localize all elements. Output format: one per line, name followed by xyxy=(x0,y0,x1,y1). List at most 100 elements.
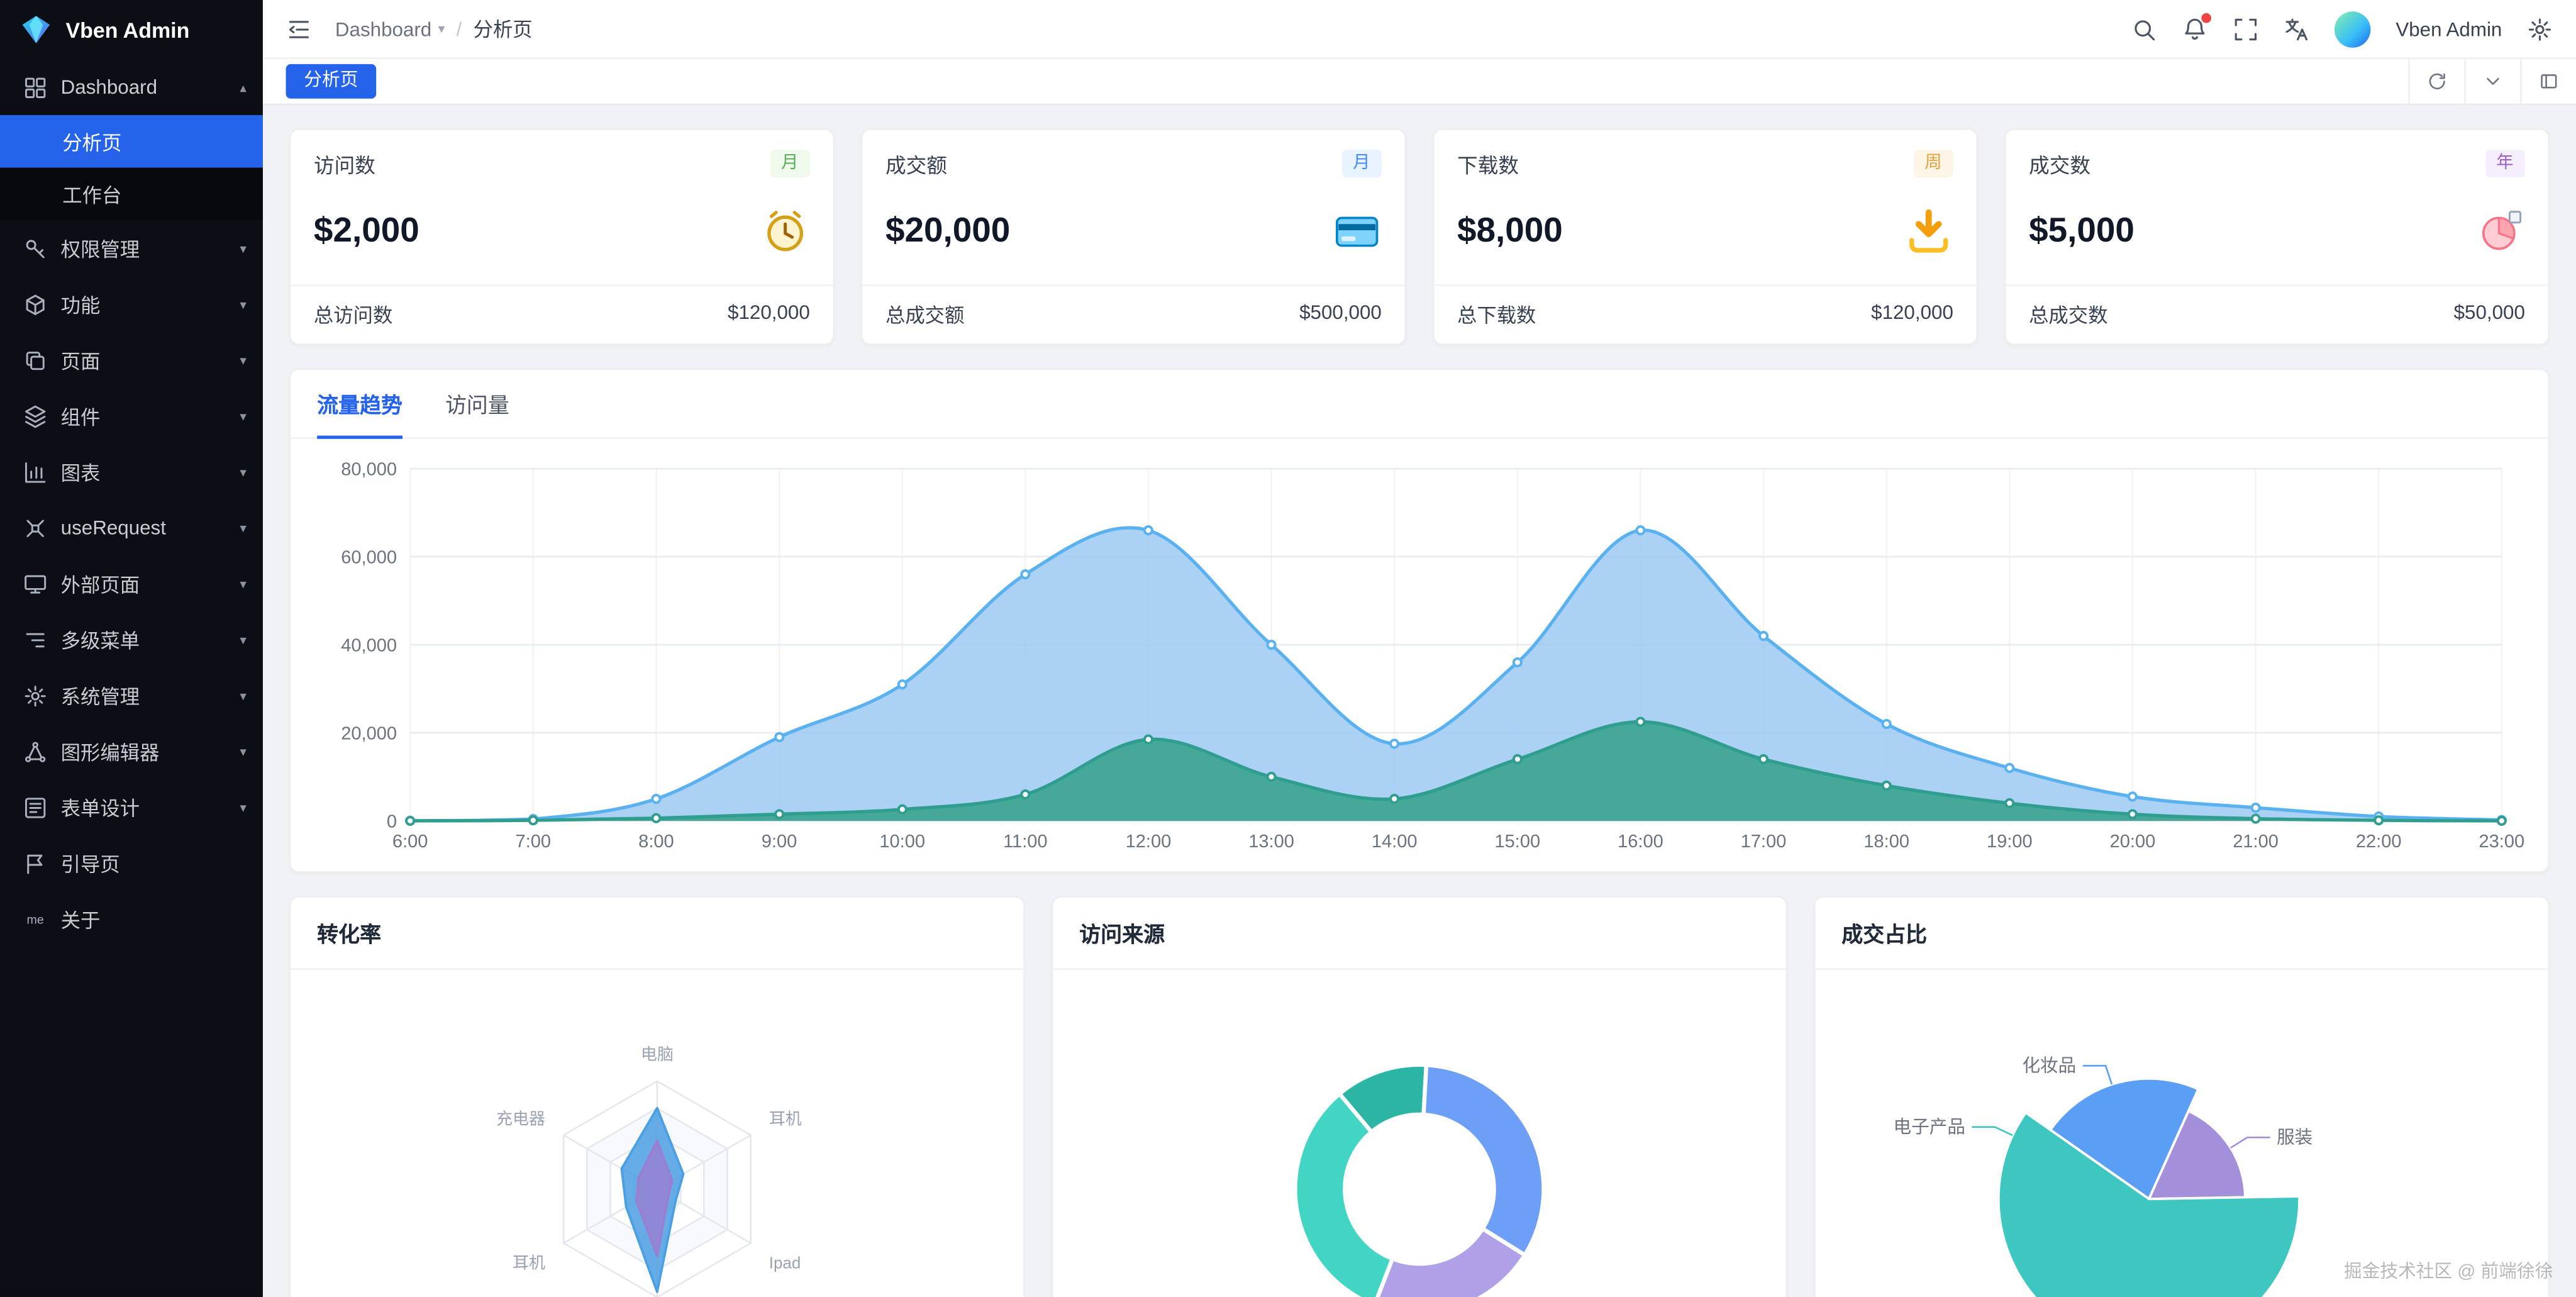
logo-diamond-icon xyxy=(19,13,52,46)
stat-card-value: $2,000 xyxy=(313,212,419,250)
stat-card-value: $8,000 xyxy=(1457,212,1563,250)
svg-text:22:00: 22:00 xyxy=(2356,832,2402,852)
stat-card-footer: 总下载数 $120,000 xyxy=(1434,284,1977,343)
chevron-down-icon: ▾ xyxy=(240,408,247,423)
svg-text:充电器: 充电器 xyxy=(496,1109,545,1128)
sidebar-item-图表[interactable]: 图表 ▾ xyxy=(0,444,263,500)
main-area: Dashboard ▾ / 分析页 Vben Admin xyxy=(262,0,2576,1297)
svg-text:80,000: 80,000 xyxy=(341,460,397,480)
stat-card-1: 访问数 月 $2,000 总访问数 $120,000 xyxy=(289,128,835,345)
bar-chart-icon xyxy=(23,459,48,484)
page-content: 访问数 月 $2,000 总访问数 $120,000 成交额 月 $20,000 总成交额 $50… xyxy=(263,105,2576,1297)
stat-card-footer-value: $500,000 xyxy=(1299,301,1382,324)
chevron-down-icon: ▾ xyxy=(240,520,247,535)
trend-tab-访问量[interactable]: 访问量 xyxy=(445,392,509,417)
sidebar-item-表单设计[interactable]: 表单设计 ▾ xyxy=(0,779,263,835)
sidebar-item-Dashboard[interactable]: Dashboard ▴ xyxy=(0,59,263,115)
chevron-down-icon: ▾ xyxy=(240,687,247,703)
stat-card-value: $20,000 xyxy=(885,212,1011,250)
stat-card-title: 访问数 xyxy=(313,154,375,178)
maximize-icon[interactable] xyxy=(2520,59,2576,104)
sidebar-item-关于[interactable]: me 关于 xyxy=(0,891,263,947)
svg-text:40,000: 40,000 xyxy=(341,636,397,656)
svg-text:20:00: 20:00 xyxy=(2110,832,2156,852)
app-logo[interactable]: Vben Admin xyxy=(0,0,263,59)
sidebar-item-label: 组件 xyxy=(60,405,101,428)
trend-chart-wrap: 6:00 7:00 8:00 9:00 10:00 11:00 12:00 13:00 14:0… xyxy=(291,439,2548,871)
sidebar-item-多级菜单[interactable]: 多级菜单 ▾ xyxy=(0,611,263,667)
user-name[interactable]: Vben Admin xyxy=(2396,17,2502,41)
sidebar-item-label: 页面 xyxy=(60,349,101,372)
sidebar-item-引导页[interactable]: 引导页 xyxy=(0,835,263,891)
svg-text:11:00: 11:00 xyxy=(1003,832,1047,852)
function-icon xyxy=(23,292,48,316)
settings-gear-icon[interactable] xyxy=(2527,16,2553,42)
svg-text:12:00: 12:00 xyxy=(1126,832,1172,852)
sidebar-item-label: 功能 xyxy=(60,293,101,317)
svg-text:耳机: 耳机 xyxy=(513,1253,545,1272)
avatar[interactable] xyxy=(2334,10,2372,47)
chevron-down-icon[interactable] xyxy=(2464,59,2520,104)
sidebar-item-权限管理[interactable]: 权限管理 ▾ xyxy=(0,220,263,276)
svg-text:8:00: 8:00 xyxy=(638,832,674,852)
svg-text:6:00: 6:00 xyxy=(392,832,428,852)
notifications-button[interactable] xyxy=(2182,12,2212,42)
breadcrumb-dashboard[interactable]: Dashboard ▾ xyxy=(335,17,445,40)
stat-card-2: 成交额 月 $20,000 总成交额 $500,000 xyxy=(860,128,1407,345)
sidebar-item-组件[interactable]: 组件 ▾ xyxy=(0,388,263,444)
menu-fold-icon[interactable] xyxy=(286,16,313,42)
stat-card-header: 访问数 月 xyxy=(291,130,833,179)
deal-card-title: 成交占比 xyxy=(1815,897,2548,969)
stat-card-value-row: $8,000 xyxy=(1434,179,1976,284)
sidebar-item-功能[interactable]: 功能 ▾ xyxy=(0,276,263,332)
stat-card-footer-value: $120,000 xyxy=(1871,301,1953,324)
svg-text:17:00: 17:00 xyxy=(1741,832,1787,852)
stat-card-title: 成交额 xyxy=(885,154,947,178)
refresh-icon[interactable] xyxy=(2408,59,2464,104)
chevron-down-icon: ▾ xyxy=(240,464,247,479)
stat-card-header: 下载数 周 xyxy=(1434,130,1976,179)
svg-text:Ipad: Ipad xyxy=(769,1253,801,1272)
source-card: 访问来源 xyxy=(1051,895,1788,1297)
sidebar-item-label: useRequest xyxy=(60,516,166,540)
sidebar-submenu: 分析页工作台 xyxy=(0,114,263,221)
sidebar-item-label: 外部页面 xyxy=(60,572,140,596)
guide-flag-icon xyxy=(23,850,48,875)
conversion-card: 转化率 电脑耳机Ipad手机耳机充电器 xyxy=(289,895,1026,1297)
fullscreen-icon[interactable] xyxy=(2233,16,2260,42)
stat-card-3: 下载数 周 $8,000 总下载数 $120,000 xyxy=(1432,128,1979,345)
sidebar-item-系统管理[interactable]: 系统管理 ▾ xyxy=(0,667,263,723)
stat-card-footer-value: $50,000 xyxy=(2453,301,2525,324)
sidebar-subitem-工作台[interactable]: 工作台 xyxy=(62,183,122,206)
header: Dashboard ▾ / 分析页 Vben Admin xyxy=(262,0,2576,60)
sidebar-item-label: 多级菜单 xyxy=(60,628,140,652)
header-left: Dashboard ▾ / 分析页 xyxy=(286,15,533,43)
svg-text:20,000: 20,000 xyxy=(341,724,397,744)
dashboard-icon xyxy=(23,75,48,99)
sidebar-item-useRequest[interactable]: useRequest ▾ xyxy=(0,499,263,555)
trend-tab-流量趋势[interactable]: 流量趋势 xyxy=(317,370,403,439)
pages-icon xyxy=(23,348,48,372)
sidebar-item-外部页面[interactable]: 外部页面 ▾ xyxy=(0,555,263,611)
svg-text:18:00: 18:00 xyxy=(1863,832,1909,852)
chevron-down-icon: ▾ xyxy=(240,352,247,368)
translate-icon[interactable] xyxy=(2284,16,2311,42)
svg-text:耳机: 耳机 xyxy=(769,1109,802,1128)
sidebar-subitem-分析页[interactable]: 分析页 xyxy=(0,114,263,168)
breadcrumb-separator: / xyxy=(456,17,462,41)
svg-text:电脑: 电脑 xyxy=(641,1044,674,1063)
stat-card-title: 成交数 xyxy=(2029,154,2091,178)
sidebar-item-label: 引导页 xyxy=(60,852,120,876)
sidebar-item-图形编辑器[interactable]: 图形编辑器 ▾ xyxy=(0,723,263,779)
stat-card-header: 成交额 月 xyxy=(862,130,1404,179)
search-icon[interactable] xyxy=(2131,16,2158,42)
stat-card-footer-label: 总成交数 xyxy=(2029,304,2108,328)
api-icon xyxy=(23,515,48,540)
svg-text:21:00: 21:00 xyxy=(2233,832,2279,852)
sidebar-item-页面[interactable]: 页面 ▾ xyxy=(0,332,263,388)
tab-analysis[interactable]: 分析页 xyxy=(286,64,377,98)
stat-card-footer: 总访问数 $120,000 xyxy=(291,284,833,343)
